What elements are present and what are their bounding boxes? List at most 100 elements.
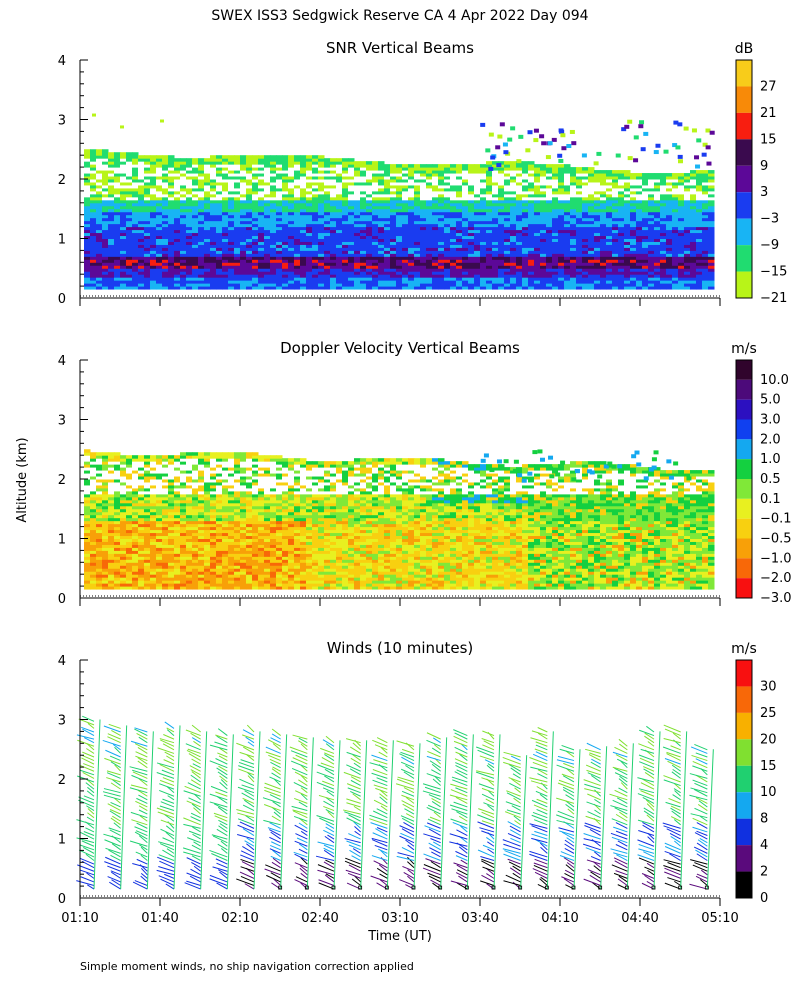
snr-cell <box>534 277 541 280</box>
snr-cell <box>168 194 175 197</box>
snr-cell <box>138 212 145 215</box>
snr-cell <box>354 218 361 221</box>
snr-cell <box>114 250 121 253</box>
snr-cell <box>450 280 457 283</box>
doppler-cell <box>102 571 109 574</box>
snr-cell <box>480 259 487 262</box>
snr-cell <box>150 236 157 239</box>
doppler-cell <box>120 464 127 467</box>
snr-cell <box>156 253 163 256</box>
snr-cell <box>654 241 661 244</box>
snr-cell <box>660 194 667 197</box>
snr-cell <box>702 191 709 194</box>
snr-cell <box>672 224 679 227</box>
snr-cell <box>497 135 502 139</box>
snr-cell <box>522 197 529 200</box>
snr-cell <box>288 221 295 224</box>
snr-cell <box>516 259 523 262</box>
snr-cell <box>354 227 361 230</box>
snr-cell <box>174 173 181 176</box>
snr-cell <box>282 283 289 286</box>
snr-cell <box>162 253 169 256</box>
snr-cell <box>642 283 649 286</box>
snr-cell <box>690 200 697 203</box>
snr-cell <box>504 277 511 280</box>
snr-cell <box>216 262 223 265</box>
snr-cell <box>384 256 391 259</box>
snr-cell <box>618 179 625 182</box>
snr-cell <box>708 209 715 212</box>
snr-cell <box>264 236 271 239</box>
snr-cell <box>198 206 205 209</box>
snr-cell <box>432 274 439 277</box>
snr-cell <box>696 179 703 182</box>
snr-cell <box>270 191 277 194</box>
snr-cell <box>348 244 355 247</box>
snr-cell <box>312 194 319 197</box>
snr-cell <box>630 179 637 182</box>
snr-cell <box>642 227 649 230</box>
snr-cell <box>504 271 511 274</box>
snr-cell <box>630 197 637 200</box>
snr-cell <box>288 277 295 280</box>
snr-cell <box>702 227 709 230</box>
snr-cell <box>624 244 631 247</box>
snr-cell <box>156 250 163 253</box>
snr-cell <box>672 244 679 247</box>
snr-cell <box>132 286 139 289</box>
snr-cell <box>672 212 679 215</box>
snr-cell <box>108 191 115 194</box>
snr-cell <box>408 244 415 247</box>
snr-cell <box>204 200 211 203</box>
snr-cell <box>300 280 307 283</box>
snr-cell <box>384 268 391 271</box>
snr-cell <box>492 268 499 271</box>
snr-cell <box>198 212 205 215</box>
snr-cell <box>528 206 535 209</box>
snr-cell <box>222 259 229 262</box>
snr-cell <box>210 277 217 280</box>
snr-cell <box>186 206 193 209</box>
snr-cell <box>276 268 283 271</box>
snr-cell <box>666 188 673 191</box>
snr-cell <box>330 244 337 247</box>
snr-cell <box>342 191 349 194</box>
snr-cell <box>348 253 355 256</box>
snr-cell <box>534 247 541 250</box>
snr-cell <box>462 236 469 239</box>
snr-cell <box>462 262 469 265</box>
snr-cell <box>666 247 673 250</box>
snr-cell <box>390 188 397 191</box>
snr-cell <box>120 224 127 227</box>
snr-cell <box>618 197 625 200</box>
snr-cell <box>588 170 595 173</box>
snr-cell <box>246 224 253 227</box>
snr-cell <box>498 218 505 221</box>
doppler-cell <box>114 553 121 556</box>
snr-cell <box>312 224 319 227</box>
snr-cell <box>228 277 235 280</box>
snr-cell <box>84 283 91 286</box>
snr-cell <box>675 145 680 149</box>
snr-cell <box>510 286 517 289</box>
snr-cell <box>402 164 409 167</box>
snr-cell <box>366 191 373 194</box>
snr-cell <box>432 233 439 236</box>
snr-cell <box>84 259 91 262</box>
snr-cell <box>162 286 169 289</box>
snr-cell <box>252 283 259 286</box>
snr-cell <box>642 280 649 283</box>
snr-cell <box>528 239 535 242</box>
snr-cell <box>348 221 355 224</box>
snr-cell <box>312 188 319 191</box>
doppler-cell <box>84 515 91 518</box>
snr-cell <box>564 230 571 233</box>
snr-cell <box>306 283 313 286</box>
snr-cell <box>246 262 253 265</box>
doppler-cell <box>96 541 103 544</box>
snr-cell <box>618 221 625 224</box>
snr-cell <box>534 179 541 182</box>
snr-cell <box>306 221 313 224</box>
snr-cell <box>468 170 475 173</box>
snr-cell <box>198 241 205 244</box>
